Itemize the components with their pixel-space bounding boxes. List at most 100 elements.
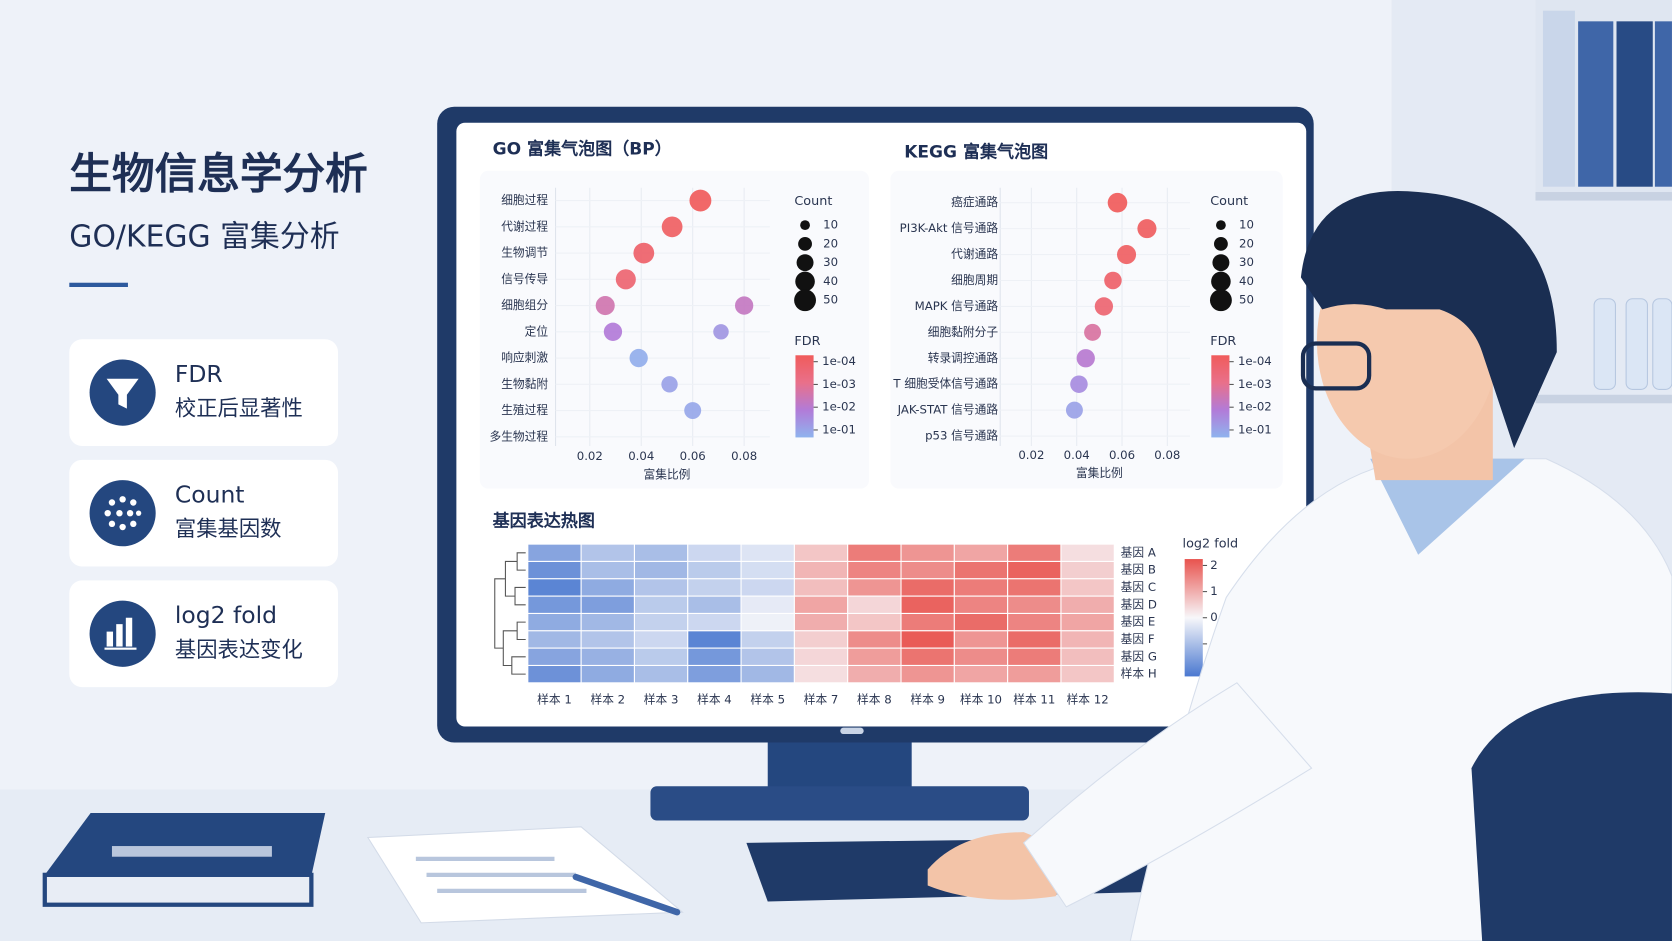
heat-cell: [633, 612, 689, 632]
color-bar: [795, 355, 814, 438]
y-tick-label: p53 信号通路: [925, 429, 998, 443]
heat-cell: [953, 647, 1009, 667]
monitor-stand: [767, 736, 912, 790]
x-tick-label: 0.04: [1064, 448, 1090, 462]
size-legend-mark: [796, 254, 814, 272]
heat-cell: [740, 647, 795, 667]
heat-cell: [633, 543, 689, 562]
heat-cell: [527, 612, 582, 632]
size-legend-label: 50: [823, 293, 838, 307]
heat-cell: [900, 612, 955, 632]
heat-cell: [580, 630, 635, 649]
y-tick-label: 生物黏附: [501, 377, 548, 391]
heat-cell: [633, 560, 689, 580]
funnel-icon: [106, 378, 139, 409]
size-legend-label: 10: [823, 218, 838, 232]
heat-cell: [740, 543, 795, 562]
column-label: 样本 10: [960, 692, 1002, 706]
size-legend-label: 40: [823, 274, 838, 288]
heat-cell: [740, 595, 795, 615]
heat-cell: [740, 560, 795, 580]
heat-cell: [633, 630, 689, 649]
y-tick-label: 信号传导: [501, 272, 548, 286]
binder: [1654, 21, 1672, 187]
bubble: [629, 348, 648, 368]
color-tick-label: 1e-01: [1238, 422, 1272, 436]
row-label: 基因 G: [1121, 649, 1157, 663]
glasses: [1300, 341, 1372, 391]
heat-cell: [847, 647, 902, 667]
heat-cell: [527, 664, 582, 684]
row-label: 基因 A: [1121, 545, 1156, 559]
chair: [1471, 692, 1672, 941]
color-tick-label: 1: [1210, 584, 1217, 598]
y-tick-label: 生殖过程: [501, 403, 548, 417]
bubble: [603, 322, 623, 341]
heat-cell: [953, 612, 1009, 632]
color-legend-title: FDR: [1210, 334, 1236, 349]
heat-cell: [527, 543, 582, 562]
size-legend-mark: [800, 220, 810, 231]
card: log2 fold 基因表达变化: [69, 580, 339, 688]
heat-cell: [847, 630, 902, 649]
heat-cell: [580, 543, 635, 562]
heat-cell: [953, 630, 1009, 649]
heat-cell: [527, 630, 582, 649]
heat-cell: [687, 630, 742, 649]
bubble: [1065, 401, 1083, 419]
heat-cell: [580, 560, 635, 580]
color-bar: [1184, 559, 1203, 677]
size-legend-label: 50: [1239, 293, 1254, 307]
column-label: 样本 2: [590, 692, 625, 706]
binder: [1542, 10, 1575, 187]
heat-cell: [633, 664, 689, 684]
column-label: 样本 7: [804, 692, 839, 706]
bubble: [734, 296, 754, 315]
heat-cell: [900, 664, 955, 684]
heat-cell: [1060, 664, 1115, 684]
heat-cell: [1060, 647, 1115, 667]
heat-cell: [900, 647, 955, 667]
size-legend-label: 40: [1239, 274, 1254, 288]
heat-cell: [793, 630, 849, 649]
heat-cell: [740, 664, 795, 684]
book-label: [111, 846, 272, 857]
shelf-board: [1535, 192, 1672, 201]
heat-cell: [900, 630, 955, 649]
heat-cell: [793, 578, 849, 597]
page-title: 生物信息学分析: [69, 150, 368, 200]
heat-cell: [953, 543, 1009, 562]
heat-cell: [1007, 664, 1062, 684]
bubble: [1070, 375, 1088, 393]
monitor-base: [650, 786, 1029, 821]
heat-cell: [687, 560, 742, 580]
y-tick-label: 癌症通路: [951, 195, 998, 209]
heat-cell: [1060, 560, 1115, 580]
power-light: [840, 727, 864, 735]
heat-cell: [847, 664, 902, 684]
card-icon: [89, 480, 156, 547]
row-label: 样本 H: [1121, 667, 1157, 681]
heat-cell: [900, 595, 955, 615]
sleeve: [1022, 682, 1313, 908]
heat-cell: [527, 578, 582, 597]
heat-cell: [1007, 647, 1062, 667]
heat-cell: [740, 630, 795, 649]
heat-cell: [527, 560, 582, 580]
dendrogram: [494, 552, 526, 675]
heat-cell: [847, 578, 902, 597]
pen: [572, 873, 681, 916]
y-tick-label: 转录调控通路: [928, 351, 999, 365]
bubble: [1137, 219, 1157, 239]
y-tick-label: T 细胞受体信号通路: [892, 377, 998, 391]
heat-cell: [687, 664, 742, 684]
size-legend-label: 20: [823, 236, 838, 250]
page-subtitle: GO/KEGG 富集分析: [69, 219, 339, 254]
bubble: [661, 216, 683, 238]
heat-cell: [687, 578, 742, 597]
y-tick-label: 多生物过程: [490, 429, 549, 443]
heat-cell: [1007, 595, 1062, 615]
